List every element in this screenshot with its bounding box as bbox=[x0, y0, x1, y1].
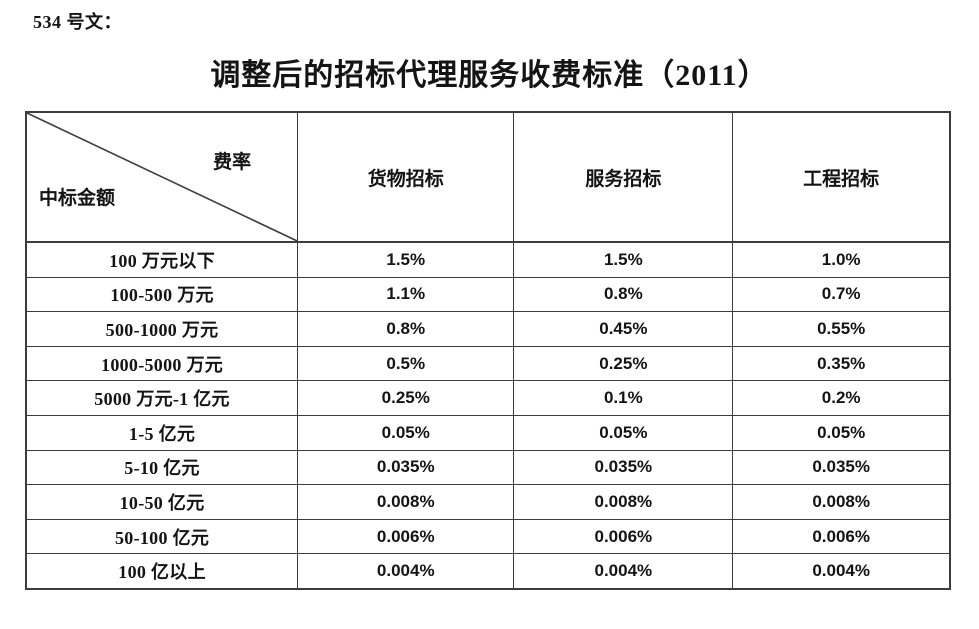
amount-range-cell: 50-100 亿元 bbox=[25, 518, 299, 555]
amount-range-cell: 100 万元以下 bbox=[25, 241, 299, 278]
amount-range-cell: 5000 万元-1 亿元 bbox=[25, 380, 299, 416]
amount-range-cell: 100 亿以上 bbox=[25, 553, 299, 590]
rate-value-cell: 0.45% bbox=[513, 311, 734, 347]
rate-value-cell: 1.1% bbox=[297, 276, 515, 313]
table-row: 500-1000 万元 0.8% 0.45% 0.55% bbox=[25, 311, 951, 347]
table-row: 5000 万元-1 亿元 0.25% 0.1% 0.2% bbox=[25, 380, 951, 416]
rate-value-cell: 0.008% bbox=[732, 484, 951, 520]
corner-header-cell: 费率 中标金额 bbox=[25, 111, 299, 243]
rate-value-cell: 1.5% bbox=[297, 241, 515, 278]
rate-value-cell: 0.25% bbox=[297, 380, 515, 416]
amount-range-cell: 100-500 万元 bbox=[25, 276, 299, 313]
rate-value-cell: 0.25% bbox=[513, 345, 734, 382]
rate-value-cell: 1.5% bbox=[513, 241, 734, 278]
rate-value-cell: 0.035% bbox=[732, 449, 951, 486]
table-row: 1-5 亿元 0.05% 0.05% 0.05% bbox=[25, 414, 951, 451]
table-row: 1000-5000 万元 0.5% 0.25% 0.35% bbox=[25, 345, 951, 382]
rate-value-cell: 0.008% bbox=[513, 484, 734, 520]
column-header-goods-bidding: 货物招标 bbox=[297, 111, 515, 243]
rate-value-cell: 0.004% bbox=[513, 553, 734, 590]
amount-range-cell: 1000-5000 万元 bbox=[25, 345, 299, 382]
rate-value-cell: 0.035% bbox=[297, 449, 515, 486]
rate-value-cell: 0.8% bbox=[297, 311, 515, 347]
fee-rate-table: 费率 中标金额 货物招标 服务招标 工程招标 100 万元以下 1.5% 1.5% 1… bbox=[25, 111, 951, 590]
column-header-engineering-bidding: 工程招标 bbox=[732, 111, 951, 243]
rate-value-cell: 0.004% bbox=[732, 553, 951, 590]
rate-value-cell: 0.7% bbox=[732, 276, 951, 313]
amount-range-cell: 5-10 亿元 bbox=[25, 449, 299, 486]
diagonal-divider-line bbox=[27, 113, 297, 241]
table-row: 100 万元以下 1.5% 1.5% 1.0% bbox=[25, 241, 951, 278]
rate-value-cell: 0.035% bbox=[513, 449, 734, 486]
rate-value-cell: 0.5% bbox=[297, 345, 515, 382]
rate-value-cell: 0.8% bbox=[513, 276, 734, 313]
rate-value-cell: 0.2% bbox=[732, 380, 951, 416]
rate-value-cell: 0.05% bbox=[732, 414, 951, 451]
amount-range-cell: 10-50 亿元 bbox=[25, 484, 299, 520]
column-header-service-bidding: 服务招标 bbox=[513, 111, 734, 243]
rate-value-cell: 0.35% bbox=[732, 345, 951, 382]
rate-value-cell: 0.008% bbox=[297, 484, 515, 520]
rate-value-cell: 0.006% bbox=[732, 518, 951, 555]
table-row: 5-10 亿元 0.035% 0.035% 0.035% bbox=[25, 449, 951, 486]
page-title: 调整后的招标代理服务收费标准（2011） bbox=[210, 59, 769, 92]
rate-value-cell: 0.1% bbox=[513, 380, 734, 416]
table-row: 100-500 万元 1.1% 0.8% 0.7% bbox=[25, 276, 951, 313]
rate-value-cell: 0.05% bbox=[513, 414, 734, 451]
doc-number-label: 534 号文： bbox=[33, 12, 122, 32]
rate-value-cell: 0.006% bbox=[297, 518, 515, 555]
rate-value-cell: 1.0% bbox=[732, 241, 951, 278]
header-row: 费率 中标金额 货物招标 服务招标 工程招标 bbox=[25, 111, 951, 243]
fee-table-body: 100 万元以下 1.5% 1.5% 1.0% 100-500 万元 1.1% 0.8% 0.… bbox=[25, 241, 951, 590]
rate-value-cell: 0.006% bbox=[513, 518, 734, 555]
rate-value-cell: 0.05% bbox=[297, 414, 515, 451]
table-row: 50-100 亿元 0.006% 0.006% 0.006% bbox=[25, 518, 951, 555]
amount-range-cell: 500-1000 万元 bbox=[25, 311, 299, 347]
corner-label-rate: 费率 bbox=[213, 152, 252, 173]
rate-value-cell: 0.55% bbox=[732, 311, 951, 347]
rate-value-cell: 0.004% bbox=[297, 553, 515, 590]
amount-range-cell: 1-5 亿元 bbox=[25, 414, 299, 451]
table-row: 10-50 亿元 0.008% 0.008% 0.008% bbox=[25, 484, 951, 520]
table-row: 100 亿以上 0.004% 0.004% 0.004% bbox=[25, 553, 951, 590]
corner-label-bid-amount: 中标金额 bbox=[39, 188, 116, 209]
